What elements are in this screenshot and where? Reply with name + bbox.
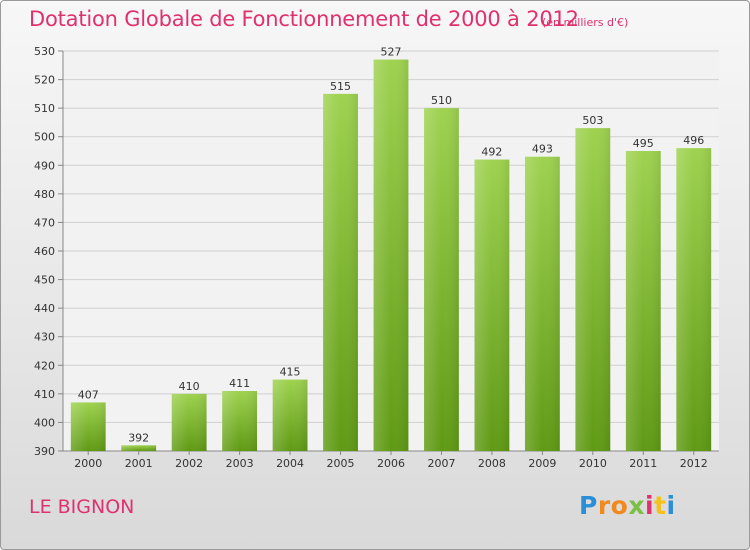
logo-letter: o — [610, 491, 629, 520]
proxiti-logo: Proxiti — [579, 491, 676, 525]
y-tick-label: 470 — [34, 216, 55, 229]
y-tick-label: 400 — [34, 416, 55, 429]
data-label: 392 — [128, 431, 149, 444]
y-tick-label: 440 — [34, 302, 55, 315]
y-tick-label: 490 — [34, 159, 55, 172]
bar-shine — [625, 151, 661, 451]
bar-shine — [373, 59, 409, 451]
x-tick-label: 2002 — [175, 457, 203, 470]
x-tick-label: 2009 — [528, 457, 556, 470]
logo-letter: i — [666, 491, 676, 520]
data-label: 415 — [280, 366, 301, 379]
x-tick-label: 2004 — [276, 457, 304, 470]
y-tick-label: 520 — [34, 74, 55, 87]
data-label: 493 — [532, 143, 553, 156]
y-tick-label: 500 — [34, 131, 55, 144]
bar-shine — [323, 93, 358, 451]
x-tick-label: 2006 — [377, 457, 405, 470]
y-tick-label: 430 — [34, 331, 55, 344]
chart-subtitle: (en milliers d'€) — [542, 16, 629, 29]
bar-shine — [70, 402, 106, 451]
data-label: 492 — [481, 146, 502, 159]
bar-shine — [121, 445, 157, 451]
chart-title: Dotation Globale de Fonctionnement de 20… — [29, 7, 579, 31]
bar-shine — [474, 159, 510, 452]
x-tick-label: 2003 — [226, 457, 254, 470]
y-tick-label: 530 — [34, 45, 55, 58]
bar-shine — [676, 148, 712, 451]
x-tick-label: 2005 — [327, 457, 355, 470]
data-label: 503 — [582, 114, 603, 127]
bar-shine — [222, 391, 258, 451]
bar-shine — [171, 393, 207, 451]
x-tick-label: 2012 — [680, 457, 708, 470]
logo-letter: r — [597, 491, 611, 520]
y-tick-label: 390 — [34, 445, 55, 458]
y-tick-label: 480 — [34, 188, 55, 201]
data-label: 510 — [431, 94, 452, 107]
x-tick-label: 2010 — [579, 457, 607, 470]
x-tick-label: 2007 — [427, 457, 455, 470]
x-tick-label: 2011 — [629, 457, 657, 470]
y-tick-label: 410 — [34, 388, 55, 401]
x-tick-label: 2001 — [125, 457, 153, 470]
x-tick-label: 2000 — [74, 457, 102, 470]
bar-shine — [575, 128, 611, 451]
data-label: 407 — [78, 388, 99, 401]
bar-shine — [424, 108, 459, 452]
data-label: 411 — [229, 377, 250, 390]
y-tick-label: 510 — [34, 102, 55, 115]
data-label: 515 — [330, 80, 351, 93]
y-tick-label: 460 — [34, 245, 55, 258]
logo-letter: x — [628, 491, 645, 520]
y-tick-label: 450 — [34, 274, 55, 287]
logo-letter: i — [645, 491, 655, 520]
data-label: 496 — [683, 134, 704, 147]
x-tick-label: 2008 — [478, 457, 506, 470]
bar-shine — [524, 156, 560, 451]
data-label: 495 — [633, 137, 654, 150]
data-label: 410 — [179, 380, 200, 393]
y-tick-label: 420 — [34, 359, 55, 372]
logo-letter: P — [579, 491, 598, 520]
data-label: 527 — [381, 46, 402, 59]
commune-name: LE BIGNON — [29, 496, 135, 518]
bar-shine — [272, 379, 308, 451]
logo-letter: t — [654, 491, 667, 520]
